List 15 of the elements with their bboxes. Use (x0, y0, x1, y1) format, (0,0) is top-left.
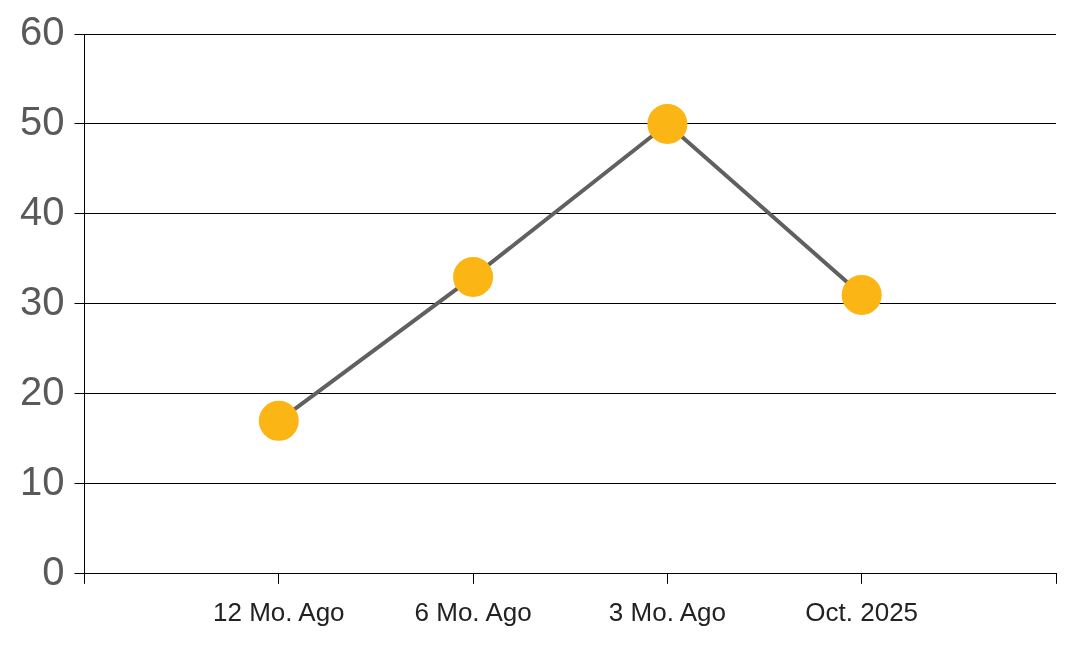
y-tick-label: 0 (42, 548, 65, 593)
x-tick-label: 3 Mo. Ago (608, 596, 726, 627)
y-tick-label: 60 (19, 9, 65, 54)
y-tick-label: 40 (19, 188, 65, 233)
x-tick-label: Oct. 2025 (805, 596, 919, 627)
y-tick-label: 10 (19, 458, 65, 503)
point (258, 400, 299, 441)
point (841, 274, 882, 315)
y-tick-label: 50 (19, 99, 65, 143)
x-tick-label: 12 Mo. Ago (213, 596, 345, 627)
point (647, 103, 688, 144)
y-tick-label: 30 (19, 278, 65, 323)
x-tick-label: 6 Mo. Ago (414, 596, 532, 627)
y-tick-label: 20 (19, 368, 65, 413)
point (453, 256, 494, 297)
